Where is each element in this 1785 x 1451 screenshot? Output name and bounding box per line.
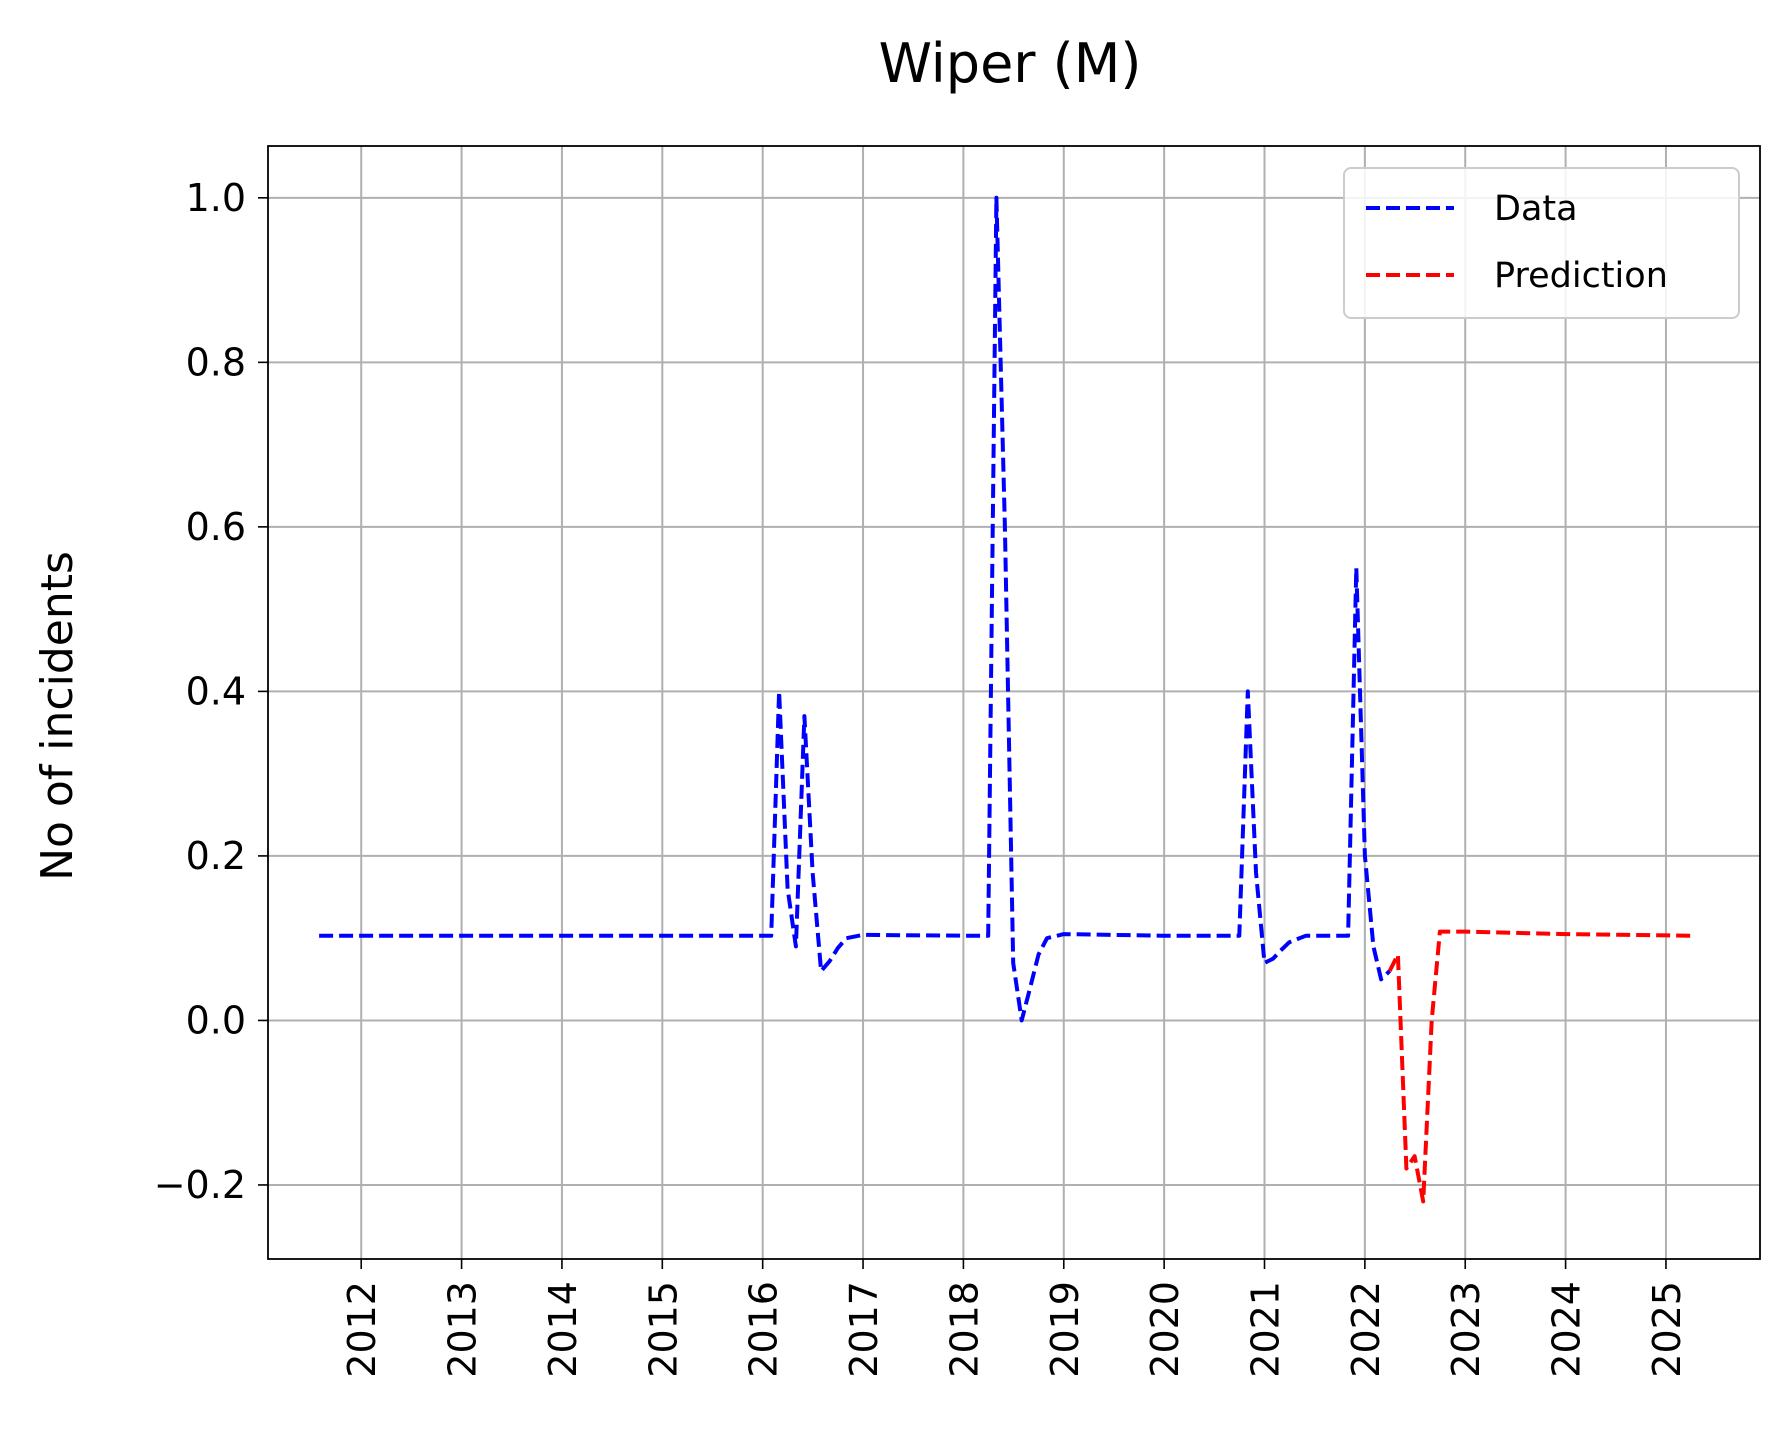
x-tick-label: 2025 — [1645, 1281, 1689, 1378]
x-tick-label: 2015 — [641, 1281, 685, 1378]
grid-lines — [268, 146, 1760, 1259]
legend-label-prediction: Prediction — [1494, 256, 1668, 296]
x-tick-label: 2024 — [1545, 1281, 1589, 1378]
y-tick-label: 1.0 — [186, 176, 246, 220]
x-tick-label: 2016 — [742, 1281, 786, 1378]
x-tick-label: 2023 — [1444, 1281, 1488, 1378]
x-tick-label: 2012 — [340, 1281, 384, 1378]
x-axis-ticks: 2012 2013 2014 2015 2016 2017 2018 2019 2020 2021… — [340, 1259, 1689, 1378]
y-tick-label: 0.2 — [186, 834, 246, 878]
series-line-prediction — [1387, 929, 1691, 1204]
y-axis-label: No of incidents — [32, 551, 83, 881]
legend-box — [1343, 167, 1740, 319]
x-tick-label: 2017 — [842, 1281, 886, 1378]
y-tick-label: −0.2 — [154, 1163, 246, 1207]
y-tick-label: 0.8 — [186, 340, 246, 384]
y-tick-label: 0.4 — [186, 669, 246, 713]
x-tick-label: 2013 — [441, 1281, 485, 1378]
legend-label-data: Data — [1494, 189, 1578, 229]
x-tick-label: 2018 — [942, 1281, 986, 1378]
x-tick-label: 2022 — [1344, 1281, 1388, 1378]
axes-frame — [267, 145, 1761, 1260]
legend: Data Prediction — [1343, 167, 1740, 319]
y-tick-label: 0.6 — [186, 505, 246, 549]
x-tick-label: 2020 — [1143, 1281, 1187, 1378]
series-line-data — [319, 195, 1391, 1023]
x-tick-label: 2021 — [1243, 1281, 1287, 1378]
y-axis-ticks: −0.2 0.0 0.2 0.4 0.6 0.8 1.0 — [154, 176, 268, 1207]
chart-title: Wiper (M) — [879, 32, 1142, 95]
x-tick-label: 2014 — [541, 1281, 585, 1378]
x-tick-label: 2019 — [1043, 1281, 1087, 1378]
y-tick-label: 0.0 — [186, 998, 246, 1042]
series-layer — [319, 195, 1691, 1204]
